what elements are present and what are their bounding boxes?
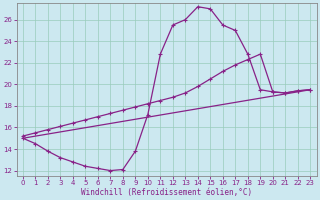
X-axis label: Windchill (Refroidissement éolien,°C): Windchill (Refroidissement éolien,°C) — [81, 188, 252, 197]
